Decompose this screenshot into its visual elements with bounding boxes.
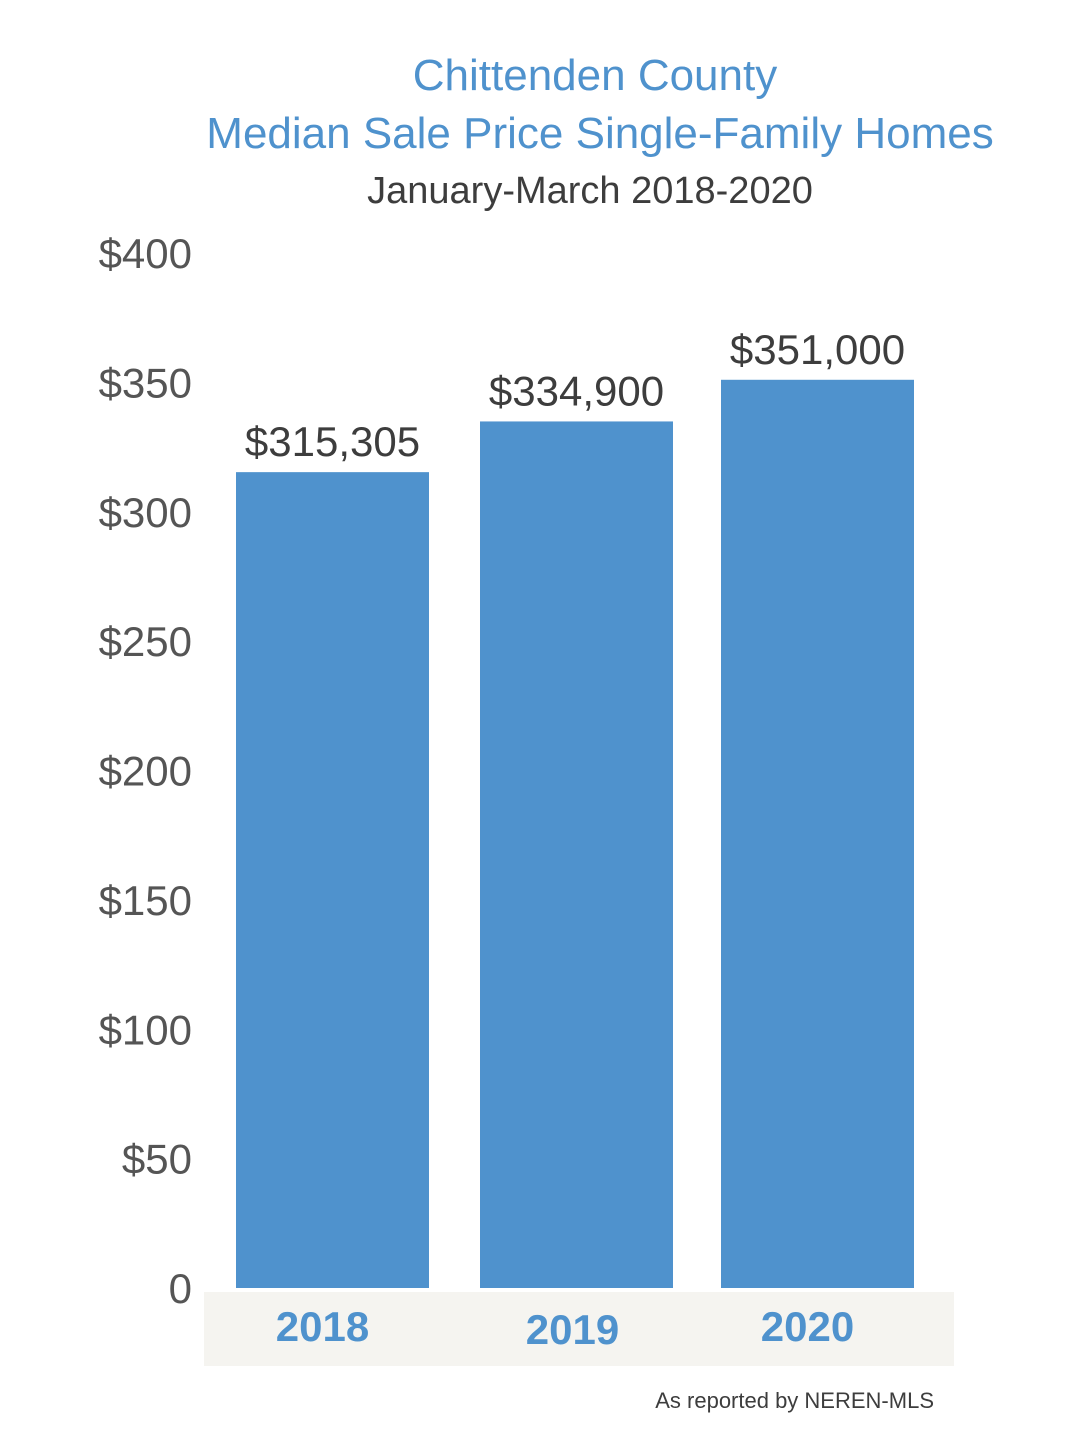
y-tick-label: $250 <box>99 618 192 665</box>
x-axis: 2018 2019 2020 <box>276 1303 854 1353</box>
x-tick-label-2019: 2019 <box>526 1306 619 1353</box>
y-tick-label: $400 <box>99 230 192 277</box>
bar-2020 <box>721 379 914 1289</box>
data-label-2019: $334,900 <box>489 367 664 414</box>
x-tick-label-2020: 2020 <box>761 1303 854 1350</box>
x-tick-label-2018: 2018 <box>276 1303 369 1350</box>
chart-title-line2: Median Sale Price Single-Family Homes <box>206 109 994 158</box>
chart-subtitle: January-March 2018-2020 <box>367 170 813 212</box>
y-tick-label: $100 <box>99 1006 192 1053</box>
data-labels: $315,305 $334,900 $351,000 <box>245 326 905 465</box>
y-tick-label: $200 <box>99 748 192 795</box>
y-tick-label: $350 <box>99 359 192 406</box>
chart-title-line1: Chittenden County <box>412 51 778 100</box>
bar-2018 <box>236 472 429 1288</box>
data-label-2020: $351,000 <box>730 326 905 373</box>
y-tick-label: $150 <box>99 877 192 924</box>
y-tick-label: $50 <box>122 1136 192 1183</box>
data-label-2018: $315,305 <box>245 418 420 465</box>
y-tick-label: $300 <box>99 489 192 536</box>
bars <box>236 379 914 1289</box>
y-tick-label: 0 <box>169 1265 192 1312</box>
y-axis: 0 $50 $100 $150 $200 $250 $300 $350 $400 <box>99 230 192 1312</box>
category-band <box>204 1292 954 1366</box>
bar-2019 <box>480 421 673 1288</box>
source-note: As reported by NEREN-MLS <box>655 1388 934 1413</box>
